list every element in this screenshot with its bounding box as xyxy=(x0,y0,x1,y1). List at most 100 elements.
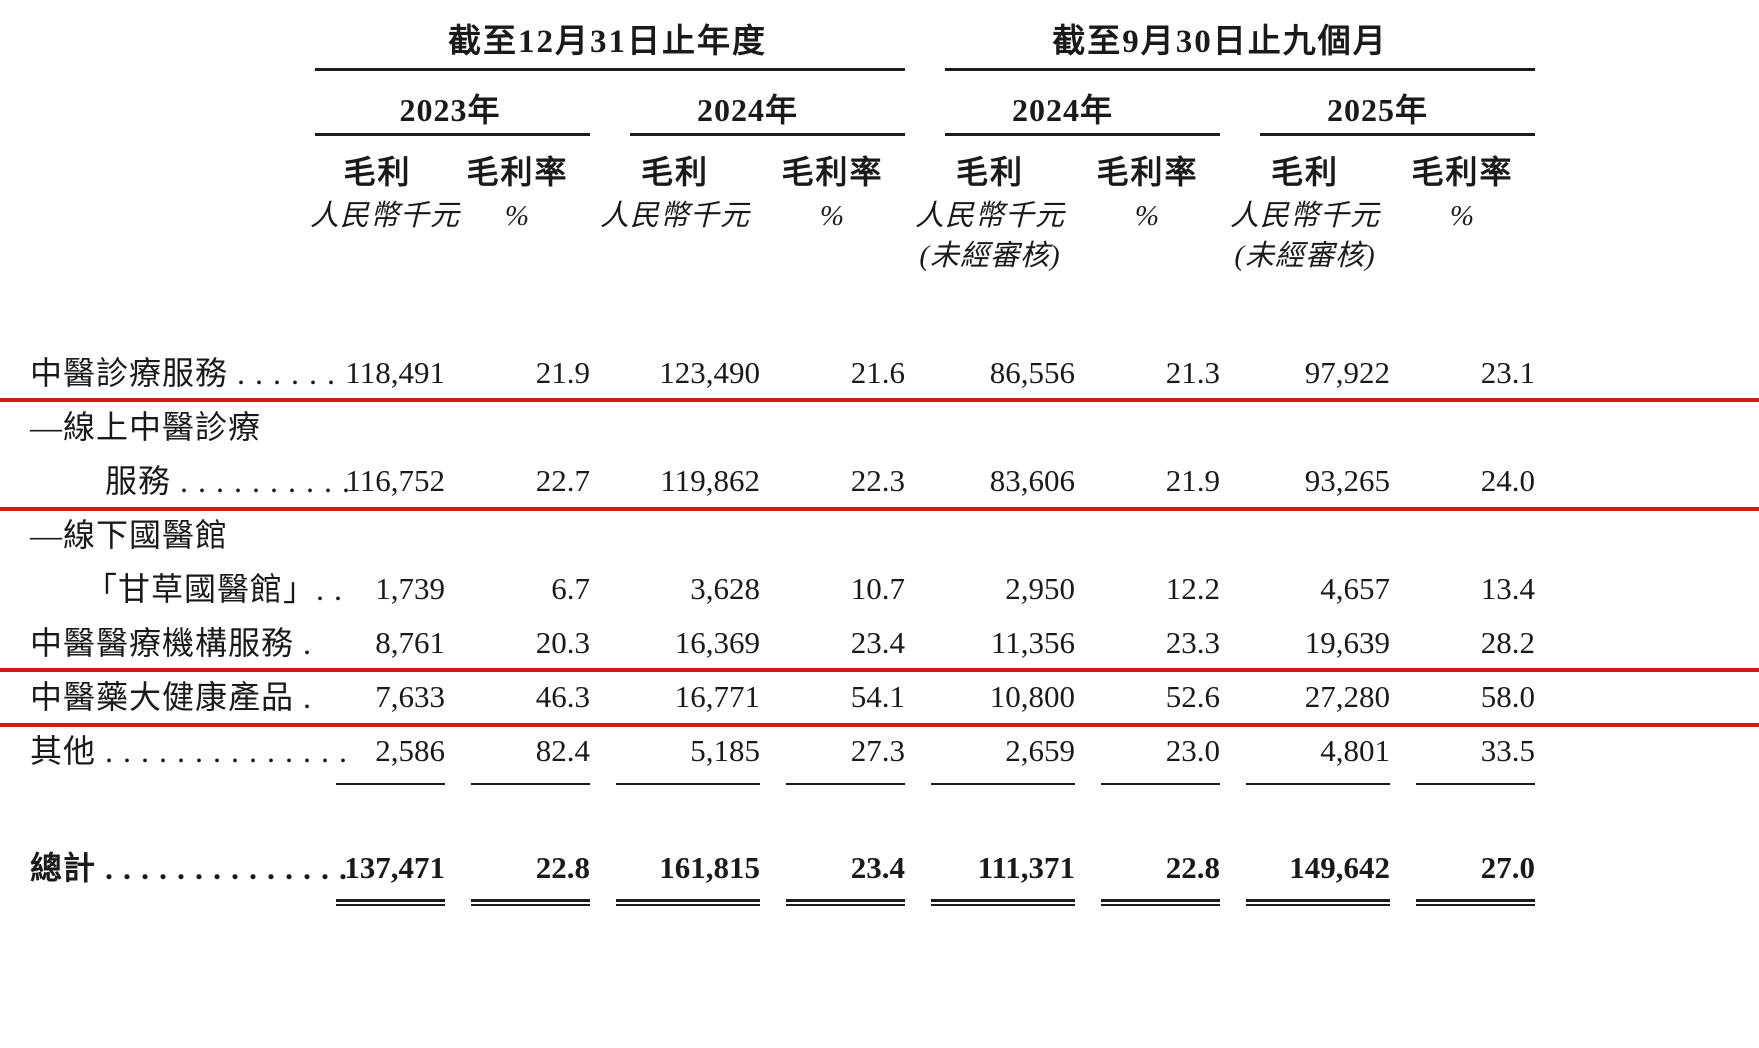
cell-gp-2023: 118,491 xyxy=(345,355,445,390)
double-underlined-value: 23.4 xyxy=(786,841,905,906)
cell-gp-2024-9m: 111,371 xyxy=(905,841,1075,906)
year-2023: 2023年 xyxy=(310,89,590,136)
table-row-tcm-institution-services: 中醫醫療機構服務 . 8,761 20.3 16,369 23.4 11,356… xyxy=(30,616,1535,670)
unaudited-row: (未經審核) (未經審核) xyxy=(30,238,1535,274)
cell-margin-2025-9m: 23.1 xyxy=(1480,355,1535,390)
cell-margin-2024: 23.4 xyxy=(850,625,905,660)
measure-header-row: 毛利 毛利率 毛利 毛利率 毛利 毛利率 毛利 毛利率 xyxy=(30,152,1535,192)
cell-margin-2025-9m: 13.4 xyxy=(1480,571,1535,606)
year-rule xyxy=(630,133,905,136)
double-underlined-value: 161,815 xyxy=(616,841,760,906)
row-label: —線下國醫館 xyxy=(30,517,229,553)
header-rule xyxy=(945,68,1535,71)
col-header-gross-margin: 毛利率 xyxy=(781,154,884,190)
cell-margin-2024-9m: 23.0 xyxy=(1075,724,1220,785)
spacer xyxy=(590,238,760,274)
underlined-value: 4,801 xyxy=(1246,724,1390,785)
year-2024-fy: 2024年 xyxy=(590,89,905,136)
cell-margin-2023: 46.3 xyxy=(535,679,590,714)
cell-gp-2023: 8,761 xyxy=(375,625,445,660)
col-header-gross-profit: 毛利 xyxy=(1270,154,1339,190)
cell-margin-2024: 54.1 xyxy=(850,679,905,714)
units-row: 人民幣千元 % 人民幣千元 % 人民幣千元 % 人民幣千元 % xyxy=(30,198,1535,234)
cell-gp-2024: 5,185 xyxy=(590,724,760,785)
cell-gp-2023: 137,471 xyxy=(310,841,445,906)
cell-gp-2024: 119,862 xyxy=(660,463,760,498)
col-header-gross-margin: 毛利率 xyxy=(1411,154,1514,190)
year-2024-9m: 2024年 xyxy=(905,89,1220,136)
cell-gp-2024: 16,771 xyxy=(674,679,760,714)
cell-margin-2023: 6.7 xyxy=(551,571,590,606)
cell-margin-2023: 82.4 xyxy=(445,724,590,785)
spacer xyxy=(30,152,310,192)
cell-gp-2025-9m: 27,280 xyxy=(1304,679,1390,714)
double-underlined-value: 149,642 xyxy=(1246,841,1390,906)
highlight-box-tcm-health-products: 中醫藥大健康產品 . 7,633 46.3 16,771 54.1 10,800… xyxy=(0,668,1759,727)
unit-rmb: 人民幣千元 xyxy=(1229,200,1380,232)
cell-gp-2024-9m: 83,606 xyxy=(989,463,1075,498)
year-2025-9m: 2025年 xyxy=(1220,89,1535,136)
cell-margin-2024: 10.7 xyxy=(850,571,905,606)
cell-gp-2023: 116,752 xyxy=(345,463,445,498)
period-group-header-row: 截至12月31日止年度 截至9月30日止九個月 xyxy=(30,20,1535,71)
spacer xyxy=(30,20,310,71)
table-row-offline-clinic-values-line: 「甘草國醫館」. . 1,739 6.7 3,628 10.7 2,950 12… xyxy=(30,562,1535,616)
cell-margin-2024: 22.3 xyxy=(850,463,905,498)
year-rule xyxy=(1260,133,1535,136)
spacer xyxy=(30,198,310,234)
underlined-value: 82.4 xyxy=(471,724,590,785)
cell-gp-2024-9m: 2,659 xyxy=(905,724,1075,785)
unaudited-note: (未經審核) xyxy=(919,240,1061,272)
cell-gp-2024: 3,628 xyxy=(690,571,760,606)
cell-gp-2023: 7,633 xyxy=(375,679,445,714)
underlined-value: 23.0 xyxy=(1101,724,1220,785)
cell-gp-2024-9m: 10,800 xyxy=(989,679,1075,714)
unit-rmb: 人民幣千元 xyxy=(599,200,750,232)
period-group-nine-months: 截至9月30日止九個月 xyxy=(905,20,1535,71)
cell-margin-2025-9m: 33.5 xyxy=(1390,724,1535,785)
col-header-gross-profit: 毛利 xyxy=(955,154,1024,190)
underlined-value: 2,659 xyxy=(931,724,1075,785)
cell-margin-2024-9m: 52.6 xyxy=(1165,679,1220,714)
cell-gp-2023: 1,739 xyxy=(375,571,445,606)
cell-gp-2024-9m: 86,556 xyxy=(989,355,1075,390)
cell-margin-2025-9m: 27.0 xyxy=(1390,841,1535,906)
double-underlined-value: 22.8 xyxy=(471,841,590,906)
underlined-value: 5,185 xyxy=(616,724,760,785)
row-label: 其他 . . . . . . . . . . . . . . xyxy=(30,733,349,769)
cell-gp-2024-9m: 2,950 xyxy=(1005,571,1075,606)
year-rule xyxy=(945,133,1220,136)
row-label: 中醫診療服務 . . . . . . xyxy=(30,355,337,391)
cell-margin-2024: 23.4 xyxy=(760,841,905,906)
cell-gp-2024: 161,815 xyxy=(590,841,760,906)
cell-gp-2024: 123,490 xyxy=(659,355,760,390)
cell-gp-2024: 16,369 xyxy=(674,625,760,660)
col-header-gross-profit: 毛利 xyxy=(640,154,709,190)
table-row-tcm-health-products: 中醫藥大健康產品 . 7,633 46.3 16,771 54.1 10,800… xyxy=(30,670,1535,724)
row-label: 中醫醫療機構服務 . xyxy=(30,625,313,661)
spacer xyxy=(445,238,590,274)
spacer xyxy=(760,238,905,274)
header-rule xyxy=(315,68,905,71)
cell-gp-2025-9m: 4,657 xyxy=(1320,571,1390,606)
spacer xyxy=(1075,238,1220,274)
cell-margin-2024: 21.6 xyxy=(850,355,905,390)
row-label-continued: 「甘草國醫館」. . xyxy=(85,571,344,607)
double-underlined-value: 137,471 xyxy=(336,841,445,906)
cell-margin-2023: 20.3 xyxy=(535,625,590,660)
cell-gp-2025-9m: 97,922 xyxy=(1304,355,1390,390)
unit-pct: % xyxy=(819,200,846,232)
unaudited-note: (未經審核) xyxy=(1234,240,1376,272)
spacer xyxy=(1390,238,1535,274)
underlined-value: 33.5 xyxy=(1416,724,1535,785)
highlight-box-online-tcm-services: —線上中醫診療 服務 . . . . . . . . . . 116,752 2… xyxy=(0,398,1759,511)
table-row-others: 其他 . . . . . . . . . . . . . . 2,586 82.… xyxy=(30,724,1535,785)
period-group-title: 截至9月30日止九個月 xyxy=(1052,24,1388,60)
cell-gp-2025-9m: 4,801 xyxy=(1220,724,1390,785)
cell-margin-2024-9m: 21.9 xyxy=(1165,463,1220,498)
cell-margin-2024-9m: 21.3 xyxy=(1165,355,1220,390)
cell-margin-2024: 27.3 xyxy=(760,724,905,785)
row-label: —線上中醫診療 xyxy=(30,409,262,445)
table-row-total: 總計 . . . . . . . . . . . . . . 137,471 2… xyxy=(30,841,1535,906)
